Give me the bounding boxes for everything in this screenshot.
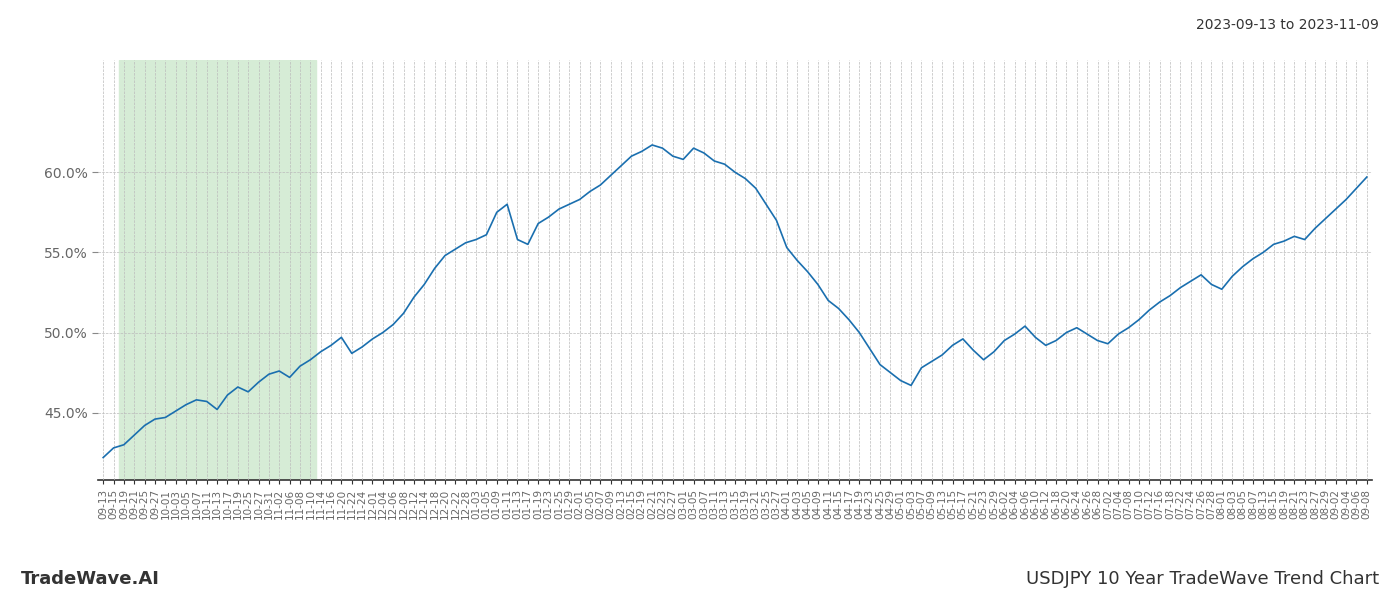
Bar	[119, 60, 315, 480]
Text: TradeWave.AI: TradeWave.AI	[21, 570, 160, 588]
Text: 2023-09-13 to 2023-11-09: 2023-09-13 to 2023-11-09	[1196, 18, 1379, 32]
Text: USDJPY 10 Year TradeWave Trend Chart: USDJPY 10 Year TradeWave Trend Chart	[1026, 570, 1379, 588]
